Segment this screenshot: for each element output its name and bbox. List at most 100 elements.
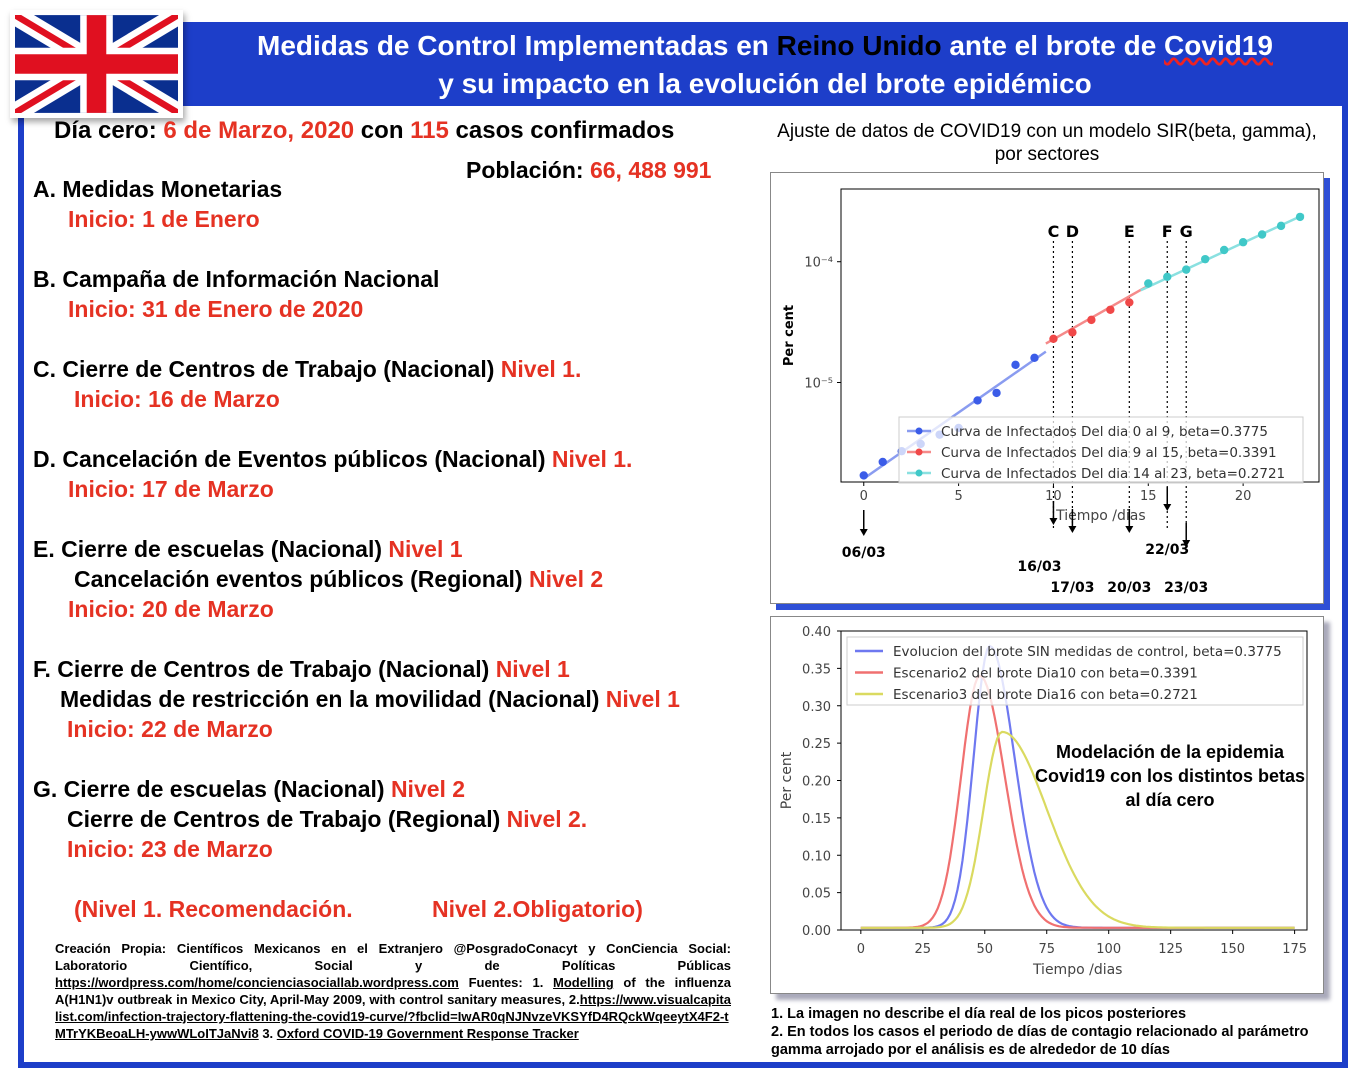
credits-link-2[interactable]: Modelling [553, 975, 614, 990]
chart2-x-tick-label: 50 [976, 942, 993, 957]
chart1-date-label: 16/03 [1017, 559, 1061, 575]
chart1-data-point [1200, 254, 1210, 264]
chart2-y-tick-label: 0.00 [802, 924, 831, 939]
measure-a-start: Inicio: 1 de Enero [68, 206, 260, 232]
page-title: Medidas de Control Implementadas en Rein… [257, 30, 1273, 61]
measure-a-heading: A. Medidas Monetarias [33, 176, 283, 202]
chart2-legend-label: Escenario3 del brote Dia16 con beta=0.27… [893, 687, 1198, 703]
population-line: Población: 66, 488 991 [466, 157, 712, 183]
chart2-y-tick-label: 0.30 [802, 700, 831, 715]
chart1-date-label: 06/03 [842, 545, 886, 561]
chart1-x-tick-label: 15 [1140, 489, 1157, 504]
chart1-date-label: 17/03 [1050, 580, 1094, 596]
chart1-title: Ajuste de datos de COVID19 con un modelo… [777, 121, 1317, 165]
chart2-x-tick-label: 125 [1158, 942, 1183, 957]
chart1-date-arrow-head [1049, 518, 1058, 525]
measure-g-heading2: Cierre de Centros de Trabajo (Regional) … [67, 806, 588, 832]
chart1-date-arrow-head [1182, 540, 1191, 547]
chart1-x-tick-label: 0 [860, 489, 868, 504]
measure-d-heading: D. Cancelación de Eventos públicos (Naci… [33, 446, 633, 472]
chart2-y-tick-label: 0.05 [802, 887, 831, 902]
chart1-data-point [1219, 245, 1229, 255]
chart1-data-point [1163, 272, 1172, 282]
level1-legend: (Nivel 1. Recomendación. [74, 896, 353, 922]
chart2-x-tick-label: 25 [915, 942, 932, 957]
measure-e-heading: E. Cierre de escuelas (Nacional) Nivel 1 [33, 536, 463, 562]
chart1-event-label: D [1066, 222, 1079, 241]
chart1-date-label: 20/03 [1107, 580, 1151, 596]
credits-text: Creación Propia: Científicos Mexicanos e… [55, 941, 731, 1041]
measure-g-start: Inicio: 23 de Marzo [67, 836, 273, 862]
chart1-data-point [1295, 212, 1305, 222]
chart1-event-label: E [1124, 222, 1135, 241]
chart2-x-axis-label: Tiempo /dias [1032, 962, 1123, 978]
chart2-svg: 0 25 50 75 100 125 150 175 0.00 0.05 0.10 0.15 0.20 0… [779, 625, 1308, 978]
chart1-data-point [1049, 334, 1058, 344]
chart1-event-label: G [1180, 222, 1193, 241]
chart1-legend-label: Curva de Infectados Del dia 9 al 15, bet… [941, 445, 1277, 461]
measure-b-start: Inicio: 31 de Enero de 2020 [68, 296, 364, 322]
chart1-legend-label: Curva de Infectados Del dia 14 al 23, be… [941, 466, 1285, 482]
title-disease: Covid19 [1164, 30, 1273, 61]
chart2-legend [846, 636, 1304, 706]
page-frame [18, 22, 1348, 1068]
measure-g-heading: G. Cierre de escuelas (Nacional) Nivel 2 [33, 776, 466, 802]
credits-link-3[interactable]: https://www.visualcapitalist.com/infecti… [55, 992, 731, 1041]
chart1-data-point [1068, 328, 1077, 337]
measure-f-heading2: Medidas de restricción en la movilidad (… [60, 686, 680, 712]
chart1-y-axis-label: Per cent [782, 305, 797, 366]
measure-d-start: Inicio: 17 de Marzo [68, 476, 274, 502]
chart2-y-tick-label: 0.35 [802, 662, 831, 677]
chart2-y-axis-label: Per cent [779, 751, 795, 809]
chart2-y-tick-label: 0.15 [802, 812, 831, 827]
chart1-event-label: C [1048, 222, 1060, 241]
chart2-panel: 0 25 50 75 100 125 150 175 0.00 0.05 0.10 0.15 0.20 0… [770, 616, 1324, 994]
chart2-annotation: Modelación de la epidemia Covid19 con lo… [1034, 742, 1306, 810]
chart1-date-arrow-head [859, 529, 868, 536]
chart1-legend [898, 416, 1304, 484]
chart1-panel: 0 5 10 15 20 10⁻⁵ 10⁻⁴ Tiempo /dias Per cent C D E F… [770, 172, 1324, 604]
chart1-data-point [1087, 315, 1096, 325]
chart1-legend-label: Curva de Infectados Del dia 0 al 9, beta… [941, 424, 1268, 440]
chart1-data-point [1238, 238, 1248, 247]
chart2-series-line [860, 730, 1295, 929]
chart1-legend-marker [915, 469, 923, 477]
chart2-legend-label: Evolucion del brote SIN medidas de contr… [893, 644, 1282, 660]
measure-f-start: Inicio: 22 de Marzo [67, 716, 273, 742]
footnote-2: 2. En todos los casos el periodo de días… [771, 1024, 1309, 1058]
measure-c-start: Inicio: 16 de Marzo [74, 386, 280, 412]
chart2-x-tick-label: 175 [1282, 942, 1307, 957]
chart1-data-point [1125, 298, 1134, 307]
chart2-y-tick-label: 0.40 [802, 625, 831, 640]
chart1-data-point [878, 457, 887, 467]
chart2-x-tick-label: 150 [1220, 942, 1245, 957]
page-subtitle: y su impacto en la evolución del brote e… [438, 68, 1092, 99]
chart1-data-point [1030, 353, 1039, 363]
chart1-y-tick-label: 10⁻⁵ [804, 376, 833, 391]
chart2-x-tick-label: 0 [857, 942, 865, 957]
measure-e-heading2: Cancelación eventos públicos (Regional) … [74, 566, 604, 592]
chart1-legend-marker [915, 427, 923, 435]
chart2-legend-label: Escenario2 del brote Dia10 con beta=0.33… [893, 666, 1198, 682]
chart1-data-point [1011, 360, 1020, 370]
chart1-legend-marker [915, 448, 923, 456]
chart1-data-point [992, 388, 1001, 398]
credits-link-4[interactable]: Oxford COVID-19 Government Response Trac… [276, 1026, 579, 1041]
chart1-fit-line [1045, 282, 1153, 345]
chart1-x-tick-label: 20 [1235, 489, 1252, 504]
chart1-event-label: F [1162, 222, 1173, 241]
footnote-1: 1. La imagen no describe el día real de … [771, 1006, 1187, 1022]
chart1-data-point [1144, 279, 1153, 288]
chart1-x-tick-label: 5 [954, 489, 962, 504]
chart2-x-tick-label: 75 [1038, 942, 1055, 957]
credits-link-1[interactable]: https://wordpress.com/home/concienciasoc… [55, 975, 459, 990]
chart1-date-arrow-head [1068, 526, 1077, 533]
chart2-x-tick-label: 100 [1096, 942, 1121, 957]
footnotes: 1. La imagen no describe el día real de … [771, 1005, 1326, 1059]
level2-legend: Nivel 2.Obligatorio) [432, 896, 643, 922]
day-zero-line: Día cero: 6 de Marzo, 2020 con 115 casos… [54, 117, 675, 144]
chart1-date-label: 22/03 [1145, 542, 1189, 558]
chart1-data-point [973, 396, 982, 405]
header-banner [18, 22, 1348, 106]
